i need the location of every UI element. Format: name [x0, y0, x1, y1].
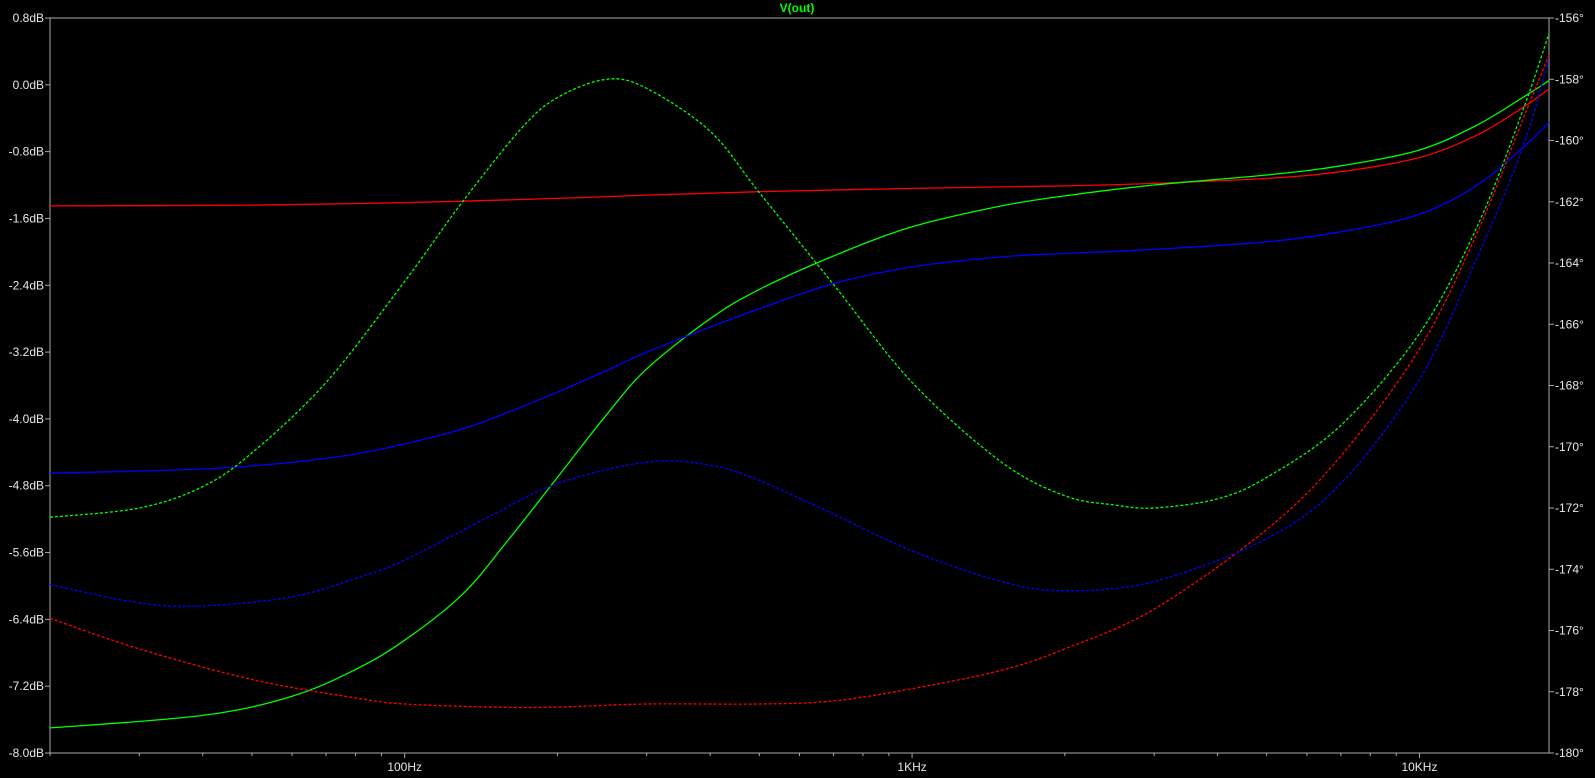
y-right-tick-label: -178°	[1555, 685, 1584, 699]
y-right-tick-label: -168°	[1555, 379, 1584, 393]
x-tick-label: 100Hz	[387, 760, 422, 774]
y-left-tick-label: -7.2dB	[9, 679, 44, 693]
y-right-tick-label: -160°	[1555, 134, 1584, 148]
y-left-tick-label: -4.8dB	[9, 479, 44, 493]
chart-title[interactable]: V(out)	[780, 1, 815, 15]
phase-series-line-5[interactable]	[49, 57, 1550, 608]
y-left-tick-label: -5.6dB	[9, 546, 44, 560]
magnitude-series-line-2[interactable]	[49, 121, 1550, 474]
y-right-tick-label: -158°	[1555, 72, 1584, 86]
y-left-tick-label: -1.6dB	[9, 211, 44, 225]
magnitude-series-line-1[interactable]	[49, 80, 1550, 729]
y-right-tick-label: -172°	[1555, 501, 1584, 515]
y-left-tick-label: -0.8dB	[9, 145, 44, 159]
y-left-tick-label: 0.0dB	[13, 78, 44, 92]
y-right-tick-label: -174°	[1555, 562, 1584, 576]
magnitude-series-line-0[interactable]	[49, 88, 1550, 207]
series-layer	[49, 33, 1550, 729]
y-right-tick-label: -166°	[1555, 317, 1584, 331]
tick-label-layer: 0.8dB 0.0dB -0.8dB -1.6dB -2.4dB -3.2dB -4.0dB…	[9, 11, 1584, 774]
y-left-tick-label: 0.8dB	[13, 11, 44, 25]
phase-series-line-4[interactable]	[49, 33, 1550, 518]
y-right-tick-label: -170°	[1555, 440, 1584, 454]
y-right-tick-label: -162°	[1555, 195, 1584, 209]
y-left-tick-label: -8.0dB	[9, 746, 44, 760]
y-right-tick-label: -180°	[1555, 746, 1584, 760]
y-right-tick-label: -164°	[1555, 256, 1584, 270]
y-left-tick-label: -6.4dB	[9, 612, 44, 626]
y-right-tick-label: -156°	[1555, 11, 1584, 25]
x-tick-label: 10KHz	[1401, 760, 1437, 774]
y-left-tick-label: -4.0dB	[9, 412, 44, 426]
y-right-tick-label: -176°	[1555, 624, 1584, 638]
y-left-tick-label: -3.2dB	[9, 345, 44, 359]
axes-layer	[45, 17, 1554, 758]
x-tick-label: 1KHz	[897, 760, 926, 774]
y-left-tick-label: -2.4dB	[9, 278, 44, 292]
phase-series-line-3[interactable]	[49, 54, 1550, 709]
